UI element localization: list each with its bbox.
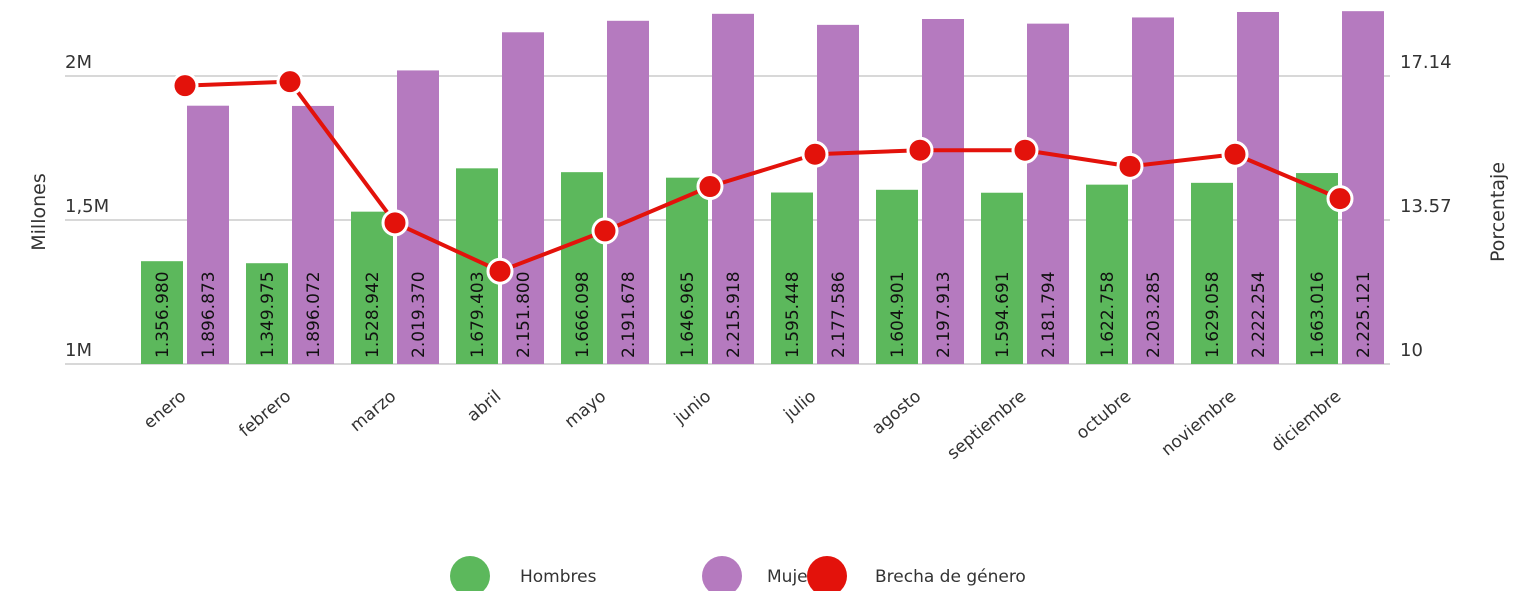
data-label-mujeres: 2.191.678 [619, 271, 639, 358]
y-right-axis-title: Porcentaje [1487, 162, 1509, 262]
legend-label: Brecha de género [875, 567, 1026, 587]
x-tick-label: diciembre [1268, 387, 1346, 457]
data-label-hombres: 1.356.980 [153, 271, 173, 358]
y-right-tick-label: 10 [1400, 340, 1423, 361]
brecha-point [906, 136, 934, 164]
bar-mujeres [1132, 17, 1174, 365]
brecha-point [1326, 185, 1354, 213]
bar-hombres [1086, 184, 1128, 364]
x-tick-label: julio [780, 387, 821, 426]
brecha-point [1011, 136, 1039, 164]
bar-mujeres [1342, 11, 1384, 364]
data-label-hombres: 1.666.098 [573, 271, 593, 358]
data-label-mujeres: 1.896.072 [304, 271, 324, 358]
y-left-tick-label: 1,5M [65, 196, 109, 217]
x-tick-label: abril [464, 387, 506, 427]
brecha-point [696, 173, 724, 201]
bar-mujeres [817, 24, 859, 365]
bar-hombres [141, 261, 183, 364]
data-label-hombres: 1.646.965 [678, 271, 698, 358]
brecha-point [381, 209, 409, 237]
data-label-hombres: 1.622.758 [1098, 271, 1118, 358]
legend-swatch [702, 556, 742, 595]
data-label-hombres: 1.604.901 [888, 271, 908, 358]
data-label-hombres: 1.594.691 [993, 271, 1013, 358]
y-left-tick-label: 2M [65, 52, 92, 73]
bar-hombres [246, 263, 288, 364]
brecha-point [1116, 152, 1144, 180]
legend: Hombres Mujeres Brecha de género [450, 556, 1026, 595]
brecha-line [184, 79, 1341, 274]
data-label-hombres: 1.528.942 [363, 271, 383, 358]
bar-hombres [981, 192, 1023, 364]
y-left-axis-title: Millones [28, 173, 50, 250]
data-label-mujeres: 2.225.121 [1354, 271, 1374, 358]
data-label-hombres: 1.349.975 [258, 271, 278, 358]
bar-mujeres [187, 105, 229, 365]
bar-mujeres [1027, 23, 1069, 364]
x-tick-label: enero [140, 387, 190, 434]
axis-layer: 1M 1,5M 2M 10 13.57 17.14 Millones Porcentaje en… [28, 52, 1509, 464]
x-tick-label: octubre [1073, 387, 1136, 444]
bar-hombres [666, 177, 708, 364]
legend-swatch [450, 556, 490, 595]
data-label-mujeres: 2.019.370 [409, 271, 429, 358]
bar-hombres [1191, 182, 1233, 364]
brecha-point [1221, 140, 1249, 168]
data-label-hombres: 1.595.448 [783, 271, 803, 358]
brecha-point [276, 68, 304, 96]
y-left-tick-label: 1M [65, 340, 92, 361]
data-label-mujeres: 2.177.586 [829, 271, 849, 358]
x-tick-label: marzo [347, 387, 401, 437]
brecha-point [171, 72, 199, 100]
data-label-mujeres: 2.222.254 [1249, 271, 1269, 358]
bars-layer: 1.356.980 1.896.873 1.349.975 1.896.072 1.52… [141, 11, 1384, 365]
gap-line-layer [171, 68, 1354, 285]
legend-label: Hombres [520, 567, 597, 587]
data-label-mujeres: 2.215.918 [724, 271, 744, 358]
data-label-hombres: 1.663.016 [1308, 271, 1328, 358]
brecha-point [486, 257, 514, 285]
data-label-mujeres: 2.203.285 [1144, 271, 1164, 358]
legend-swatch [807, 556, 847, 595]
data-label-hombres: 1.629.058 [1203, 271, 1223, 358]
bar-mujeres [292, 105, 334, 364]
y-right-tick-label: 13.57 [1400, 196, 1452, 217]
bar-mujeres [1237, 11, 1279, 365]
x-tick-label: agosto [868, 387, 925, 439]
y-right-tick-label: 17.14 [1400, 52, 1452, 73]
x-tick-label: mayo [561, 387, 610, 433]
x-tick-label: junio [670, 387, 715, 430]
bar-mujeres [607, 20, 649, 365]
brecha-point [801, 140, 829, 168]
bar-mujeres [502, 32, 544, 364]
bar-hombres [561, 172, 603, 364]
x-tick-label: noviembre [1158, 387, 1240, 461]
data-label-mujeres: 2.197.913 [934, 271, 954, 358]
data-label-mujeres: 1.896.873 [199, 271, 219, 358]
data-label-hombres: 1.679.403 [468, 271, 488, 358]
data-label-mujeres: 2.181.794 [1039, 271, 1059, 358]
bar-hombres [351, 211, 393, 364]
brecha-point [591, 217, 619, 245]
bar-hombres [771, 192, 813, 364]
x-tick-label: septiembre [944, 387, 1031, 464]
x-tick-label: febrero [235, 387, 295, 442]
bar-mujeres [922, 19, 964, 364]
bar-hombres [876, 189, 918, 364]
data-label-mujeres: 2.151.800 [514, 271, 534, 358]
